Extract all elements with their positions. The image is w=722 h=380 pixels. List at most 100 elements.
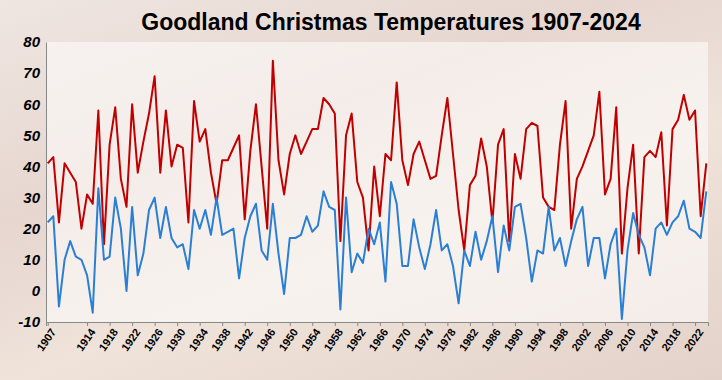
x-tick: 1938 — [209, 322, 233, 353]
y-tick-label: 30 — [23, 189, 40, 206]
x-tick-label: 1970 — [389, 326, 413, 353]
y-tick-label: 20 — [22, 220, 40, 237]
x-tick: 1982 — [456, 322, 480, 353]
x-tick-mark — [87, 322, 88, 326]
x-tick-mark — [650, 322, 651, 326]
x-tick-mark — [470, 322, 471, 326]
y-tick: 80 — [23, 33, 46, 50]
x-tick: 1998 — [547, 322, 571, 353]
x-tick-label: 2018 — [659, 326, 683, 353]
x-tick-label: 1958 — [321, 326, 345, 353]
y-axis: -10 0 10 20 30 40 50 60 70 80 — [18, 33, 46, 330]
x-tick: 1986 — [479, 322, 503, 353]
y-tick-label: 50 — [23, 127, 40, 144]
x-tick: 1926 — [141, 322, 165, 353]
x-tick: 2022 — [682, 322, 706, 353]
x-tick-label: 1966 — [366, 326, 390, 353]
x-tick: 1994 — [524, 322, 548, 353]
x-tick-mark — [402, 322, 403, 326]
x-tick-label: 1922 — [119, 326, 143, 353]
x-tick: 1934 — [186, 322, 210, 353]
y-tick-label: 0 — [32, 282, 41, 299]
chart: -10 0 10 20 30 40 50 60 70 80 1907 1914191819221926… — [0, 0, 722, 380]
x-tick: 1978 — [434, 322, 458, 353]
y-tick-label: -10 — [18, 313, 40, 330]
y-tick: 60 — [23, 96, 46, 113]
x-tick: 1974 — [411, 322, 435, 353]
plot-area — [46, 42, 708, 322]
x-tick-label: 1926 — [141, 326, 165, 353]
x-tick-label: 1918 — [96, 326, 120, 353]
y-tick: 40 — [22, 158, 46, 175]
x-axis: 1907191419181922192619301934193819421946… — [34, 322, 708, 353]
x-tick: 1946 — [254, 322, 278, 353]
x-tick-label: 1946 — [254, 326, 278, 353]
x-tick-label: 1998 — [547, 326, 571, 353]
x-tick: 1990 — [502, 322, 526, 353]
y-tick: 50 — [23, 127, 46, 144]
x-tick-mark — [245, 322, 246, 326]
x-tick: 1922 — [119, 322, 143, 353]
y-tick-label: 10 — [23, 251, 40, 268]
y-tick-label: 70 — [23, 64, 40, 81]
x-tick-label: 1942 — [231, 326, 255, 353]
y-tick-label: 40 — [22, 158, 40, 175]
y-tick-label: 80 — [23, 33, 40, 50]
x-tick: 1966 — [366, 322, 390, 353]
x-tick-label: 2022 — [682, 326, 706, 353]
x-tick-mark — [222, 322, 223, 326]
lines — [48, 61, 707, 319]
x-tick-label: 1974 — [411, 325, 435, 353]
x-tick-label: 1962 — [344, 326, 368, 353]
x-tick-mark — [290, 322, 291, 326]
x-tick-mark — [132, 322, 133, 326]
x-tick-mark — [447, 322, 448, 326]
series-line — [48, 182, 707, 319]
x-tick-mark — [673, 322, 674, 326]
x-tick: 1970 — [389, 322, 413, 353]
y-axis-line — [46, 43, 47, 323]
x-tick-mark — [267, 322, 268, 326]
x-tick: 1958 — [321, 322, 345, 353]
x-tick: 1954 — [299, 322, 323, 353]
y-tick: 10 — [23, 251, 46, 268]
x-tick-label: 2006 — [592, 326, 616, 353]
x-tick-mark — [515, 322, 516, 326]
x-tick-label: 2010 — [614, 326, 638, 353]
x-tick-mark — [312, 322, 313, 326]
x-tick: 2002 — [569, 322, 593, 353]
x-tick-mark — [200, 322, 201, 326]
x-tick-label: 1994 — [524, 325, 548, 353]
y-tick: 20 — [22, 220, 46, 237]
x-tick-mark — [537, 322, 538, 326]
x-tick-mark — [110, 322, 111, 326]
x-tick-label: 2002 — [569, 326, 593, 353]
x-axis-line — [47, 323, 709, 327]
plot: -10 0 10 20 30 40 50 60 70 80 1907 1914191819221926… — [18, 33, 708, 353]
x-tick-label: 1990 — [502, 326, 526, 353]
x-tick-label: 1954 — [299, 325, 323, 353]
x-tick-mark — [560, 322, 561, 326]
x-tick-mark — [605, 322, 606, 326]
title: Goodland Christmas Temperatures 1907-202… — [141, 9, 641, 35]
x-tick-mark — [628, 322, 629, 326]
x-tick-mark — [582, 322, 583, 326]
x-tick-mark — [155, 322, 156, 326]
y-tick: 70 — [23, 64, 46, 81]
x-tick-mark — [48, 322, 49, 326]
y-tick: -10 — [18, 313, 46, 330]
x-tick-label: 2014 — [637, 325, 661, 353]
x-tick-label: 1978 — [434, 326, 458, 353]
x-tick-mark — [335, 322, 336, 326]
x-tick: 2006 — [592, 322, 616, 353]
x-tick: 1950 — [276, 322, 300, 353]
x-tick-label: 1938 — [209, 326, 233, 353]
x-tick-label: 1907 — [34, 326, 58, 353]
x-tick-label: 1914 — [74, 325, 98, 353]
x-tick: 2018 — [659, 322, 683, 353]
y-tick: 30 — [23, 189, 46, 206]
x-tick: 2014 — [637, 322, 661, 353]
x-tick-mark — [695, 322, 696, 326]
y-tick-label: 60 — [23, 96, 40, 113]
y-tick: 0 — [32, 282, 46, 299]
